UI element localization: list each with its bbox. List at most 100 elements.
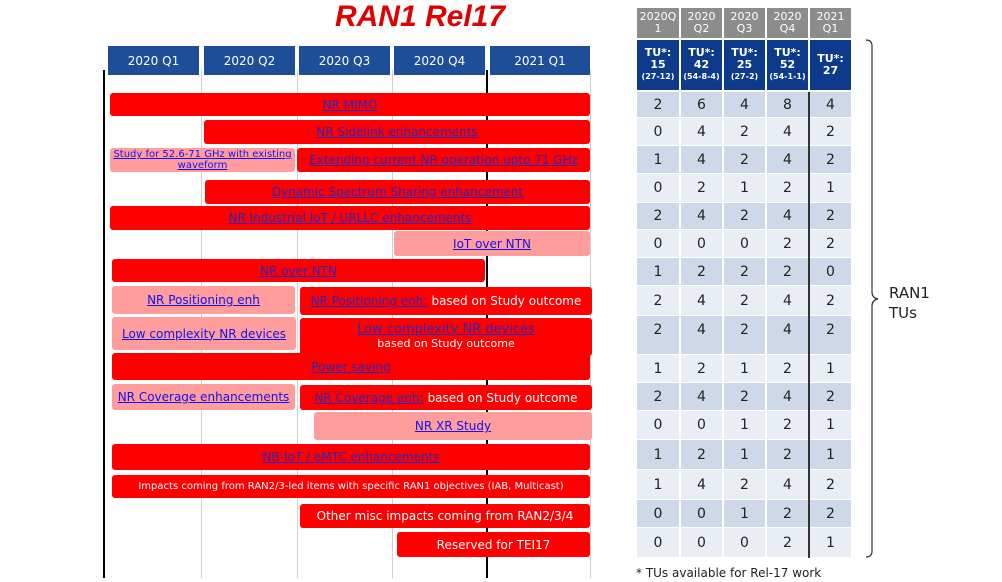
bar-text: NR Industrial IoT / URLLC enhancements (229, 211, 472, 225)
task-bar: Power saving (112, 353, 590, 380)
task-link[interactable]: NR Positioning enh: (310, 294, 428, 308)
table-cell: 4 (767, 316, 808, 354)
bar-text: IoT over NTN (453, 237, 531, 251)
table-cell: 4 (681, 383, 722, 410)
task-link[interactable]: Dynamic Spectrum Sharing enhancement (271, 185, 524, 199)
table-cell: 2 (810, 286, 851, 315)
table-cell: 4 (767, 146, 808, 173)
table-cell: 1 (724, 355, 765, 382)
table-header: 2020 Q2 (681, 8, 722, 38)
bar-text: Reserved for TEI17 (437, 538, 551, 552)
table-cell: 0 (724, 528, 765, 557)
table-cell: 4 (681, 470, 722, 499)
task-bar: NR Coverage enhancements (112, 384, 295, 410)
task-link[interactable]: NR MIMO (322, 97, 378, 112)
task-link[interactable]: NR XR Study (414, 419, 492, 433)
grid-line (297, 70, 298, 578)
bar-text: Low complexity NR devices (122, 327, 286, 341)
tu-total: 52 (779, 58, 796, 71)
bar-text: Impacts coming from RAN2/3-led items wit… (138, 481, 563, 492)
quarter-header: 2020 Q2 (204, 46, 295, 75)
table-cell: 2 (767, 355, 808, 382)
bar-text: Dynamic Spectrum Sharing enhancement (272, 185, 524, 199)
task-bar: Reserved for TEI17 (397, 532, 590, 557)
bar-text: Other misc impacts coming from RAN2/3/4 (317, 509, 574, 523)
table-cell: 2 (810, 118, 851, 145)
table-cell: 4 (724, 92, 765, 117)
task-link[interactable]: NB-IoT / eMTC enhancements (262, 450, 440, 464)
task-link[interactable]: Extending current NR operation upto 71 G… (309, 153, 578, 167)
tu-header: TU*: 15 (27-12) (637, 40, 679, 90)
table-cell: 4 (681, 286, 722, 315)
bar-text: NR Coverage enhancements (118, 390, 290, 404)
tu-label: TU*: (688, 46, 715, 59)
table-cell: 2 (637, 286, 679, 315)
quarter-header: 2020 Q3 (299, 46, 390, 75)
task-link[interactable]: NR Coverage enh: (314, 390, 424, 405)
task-link[interactable]: Power saving (311, 359, 391, 374)
table-cell: 2 (724, 470, 765, 499)
table-cell: 0 (637, 230, 679, 257)
table-cell: 1 (637, 470, 679, 499)
task-note: Impacts coming from RAN2/3-led items wit… (138, 481, 564, 492)
task-bar: Dynamic Spectrum Sharing enhancement (205, 180, 590, 204)
quarter-header: 2020 Q4 (394, 46, 485, 75)
table-cell: 2 (810, 383, 851, 410)
table-cell: 0 (637, 500, 679, 527)
table-cell: 2 (767, 440, 808, 469)
table-cell: 2 (810, 500, 851, 527)
task-link[interactable]: NR Industrial IoT / URLLC enhancements (228, 211, 472, 225)
brace-label: RAN1 TUs (889, 284, 930, 322)
timeline-start (103, 70, 105, 578)
task-note: based on Study outcome (377, 337, 515, 350)
table-cell: 4 (810, 92, 851, 117)
table-cell: 0 (637, 118, 679, 145)
table-cell: 0 (810, 258, 851, 285)
table-cell: 2 (724, 258, 765, 285)
table-cell: 4 (681, 316, 722, 354)
tu-header: TU*: 42 (54-8-4) (681, 40, 722, 90)
task-link[interactable]: Low complexity NR devices (121, 326, 287, 341)
slide-title: RAN1 Rel17 (334, 0, 506, 33)
task-link[interactable]: NR Sidelink enhancements (316, 125, 478, 139)
task-note: based on Study outcome (427, 390, 578, 405)
table-cell: 4 (767, 118, 808, 145)
tu-breakdown: (27-2) (730, 72, 759, 81)
table-cell: 1 (724, 440, 765, 469)
bar-text: NR Positioning enh: based on Study outcom… (311, 294, 582, 308)
table-cell: 1 (810, 411, 851, 439)
table-cell: 1 (637, 258, 679, 285)
table-cell: 2 (810, 470, 851, 499)
bar-text: Power saving (311, 360, 390, 374)
task-link[interactable]: IoT over NTN (453, 236, 531, 251)
table-cell: 2 (724, 286, 765, 315)
task-link[interactable]: Study for 52.6-71 GHz with existing wave… (113, 149, 292, 171)
task-link[interactable]: NR Coverage enhancements (117, 390, 290, 404)
task-link[interactable]: NR Positioning enh (147, 293, 260, 307)
tu-total: 25 (736, 58, 753, 71)
table-cell: 1 (724, 500, 765, 527)
table-cell: 4 (767, 203, 808, 229)
quarter-header: 2020 Q1 (108, 46, 199, 75)
table-cell: 6 (681, 92, 722, 117)
table-cell: 2 (681, 355, 722, 382)
table-cell: 2 (637, 92, 679, 117)
bar-text: Extending current NR operation upto 71 G… (309, 153, 578, 167)
table-cell: 1 (810, 440, 851, 469)
task-bar: Impacts coming from RAN2/3-led items wit… (112, 475, 590, 498)
task-link[interactable]: Low complexity NR devices (357, 322, 535, 337)
bar-text: NR MIMO (323, 98, 378, 112)
table-cell: 2 (724, 146, 765, 173)
task-link[interactable]: NR over NTN (260, 263, 337, 278)
table-cell: 1 (637, 146, 679, 173)
bar-text: NR XR Study (415, 419, 491, 433)
table-cell: 2 (637, 203, 679, 229)
task-bar: NR Industrial IoT / URLLC enhancements (110, 206, 590, 230)
bar-text: NB-IoT / eMTC enhancements (262, 450, 439, 464)
table-header: 2020Q 1 (637, 8, 679, 38)
tu-label: TU*: (731, 46, 758, 59)
table-cell: 2 (767, 528, 808, 557)
task-bar: Other misc impacts coming from RAN2/3/4 (300, 504, 590, 528)
table-header: 2020 Q4 (767, 8, 808, 38)
